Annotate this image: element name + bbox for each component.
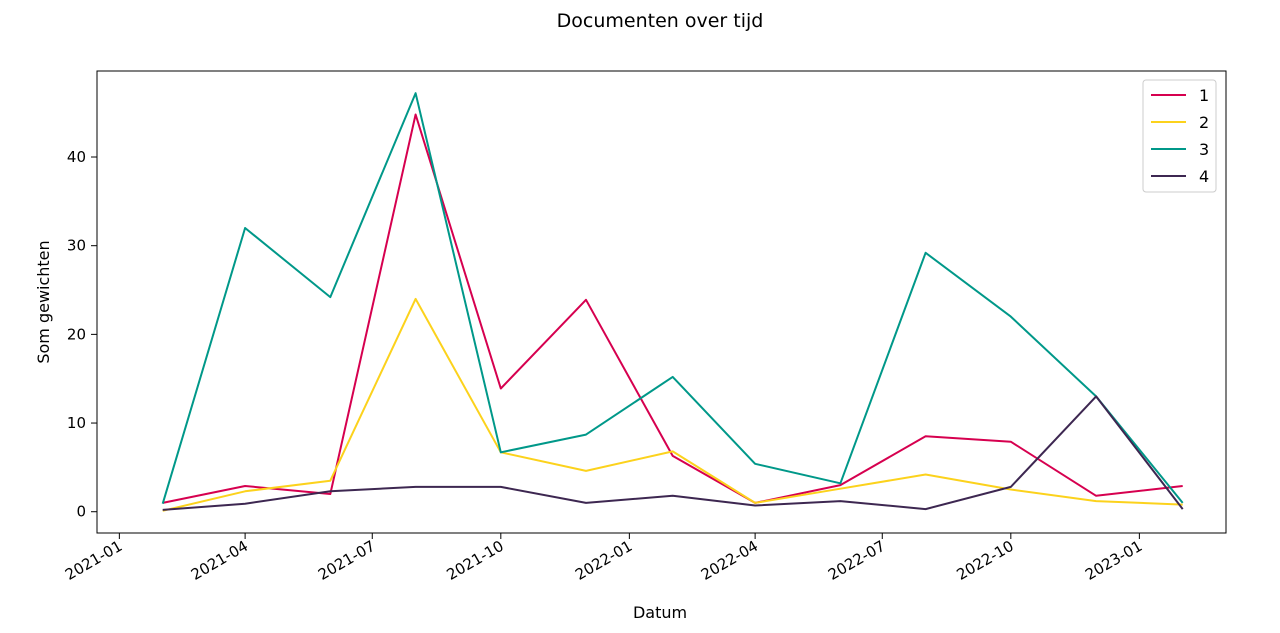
legend-label-1: 1	[1199, 86, 1209, 105]
chart-title: Documenten over tijd	[557, 10, 764, 32]
y-tick-label: 10	[67, 414, 86, 432]
legend: 1 2 3 4	[1142, 79, 1217, 193]
legend-label-2: 2	[1199, 113, 1209, 132]
x-tick-label: 2023-01	[1082, 537, 1145, 584]
y-tick-label: 40	[67, 148, 86, 166]
plot-frame	[96, 70, 1227, 534]
y-axis-label: Som gewichten	[34, 240, 53, 363]
series-line-1	[162, 113, 1183, 504]
y-tick-label: 0	[76, 503, 86, 521]
y-axis: 0 10 20 30 40	[67, 148, 97, 521]
x-tick-label: 2022-04	[698, 537, 761, 584]
plot-lines	[161, 92, 1184, 512]
x-tick-label: 2021-07	[315, 537, 378, 584]
y-tick-label: 20	[67, 325, 86, 343]
x-tick-label: 2021-10	[444, 537, 507, 584]
legend-label-3: 3	[1199, 140, 1209, 159]
x-axis-label: Datum	[633, 603, 687, 622]
x-tick-label: 2022-07	[825, 537, 888, 584]
series-line-4	[162, 395, 1184, 511]
x-tick-label: 2022-01	[572, 537, 635, 584]
x-axis: 2021-01 2021-04 2021-07 2021-10 2022-01 2022-…	[62, 533, 1145, 584]
series-line-2	[162, 297, 1183, 512]
legend-label-4: 4	[1199, 167, 1209, 186]
x-tick-label: 2021-01	[62, 537, 125, 584]
y-tick-label: 30	[67, 237, 86, 255]
x-tick-label: 2021-04	[188, 537, 251, 584]
series-line-3	[161, 92, 1184, 504]
x-tick-label: 2022-10	[954, 537, 1017, 584]
legend-box	[1142, 79, 1217, 193]
